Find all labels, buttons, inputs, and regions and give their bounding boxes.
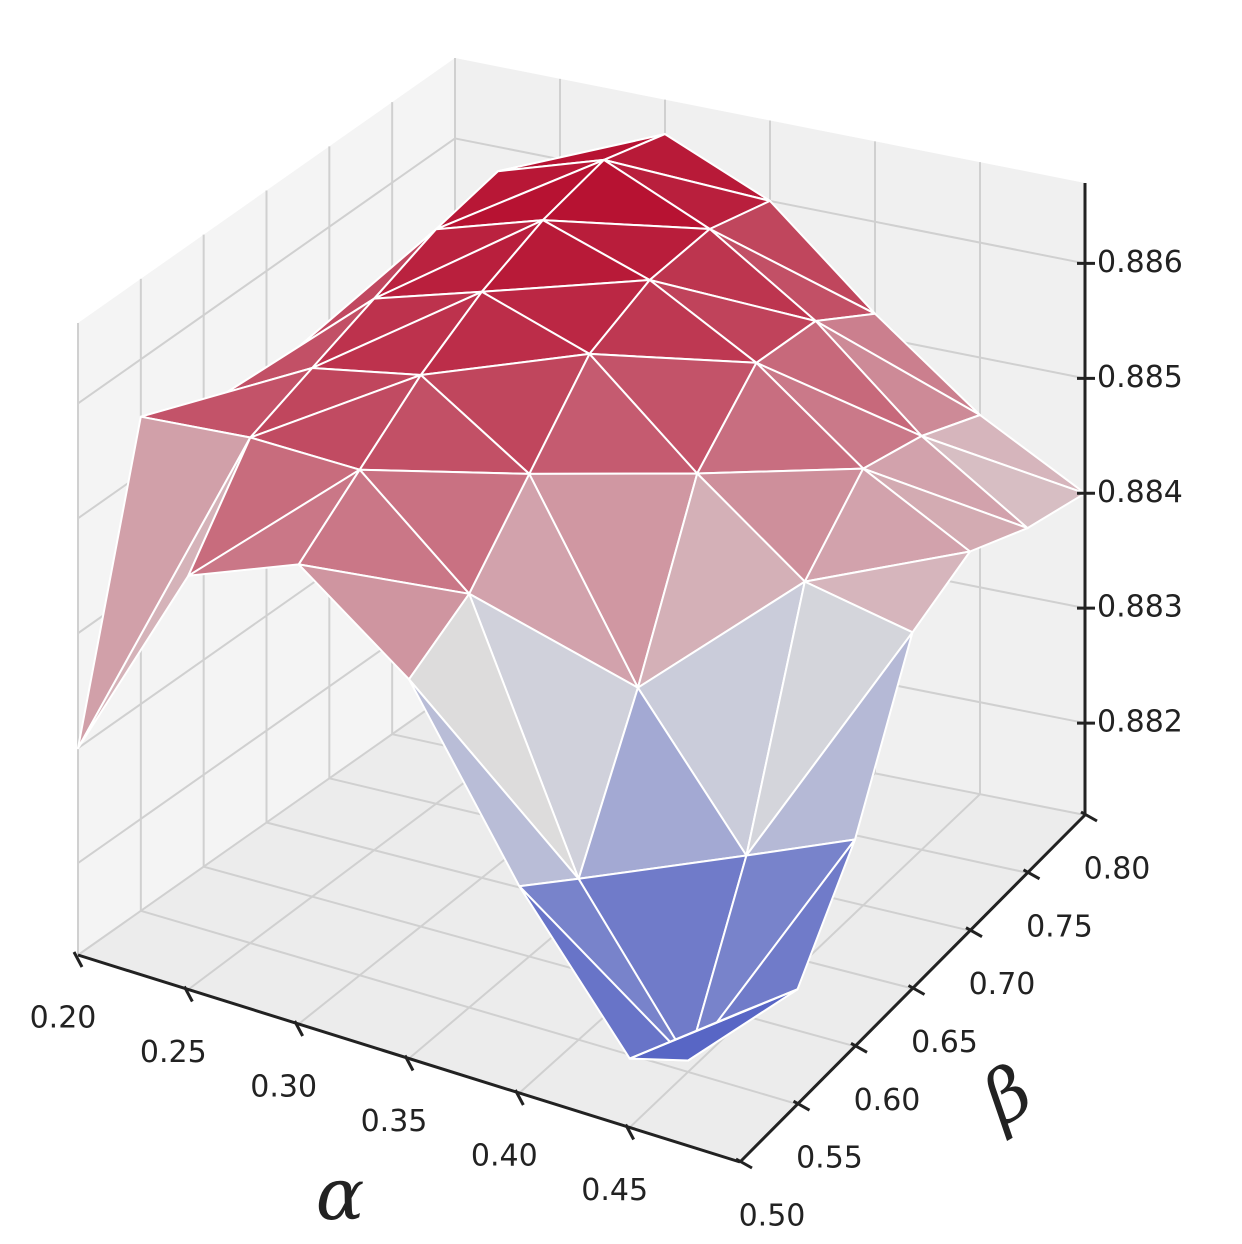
y-tick-label: 0.55 [796, 1141, 863, 1176]
y-tick-label: 0.60 [854, 1083, 921, 1118]
x-tick-label: 0.45 [581, 1173, 648, 1208]
axis-line [77, 953, 741, 1164]
tick-mark [965, 926, 983, 938]
x-tick-label: 0.40 [471, 1139, 538, 1174]
z-tick-label: 0.883 [1097, 590, 1183, 625]
tick-mark [1022, 868, 1041, 881]
y-tick-label: 0.50 [739, 1199, 806, 1234]
x-axis-label: α [316, 1152, 365, 1236]
surface [77, 133, 1086, 1062]
y-tick-label: 0.80 [1084, 852, 1151, 887]
y-axis-label: β [965, 1048, 1046, 1143]
tick-mark [792, 1099, 811, 1112]
z-tick-label: 0.886 [1097, 245, 1183, 280]
z-tick-label: 0.884 [1097, 475, 1183, 510]
tick-mark [293, 1020, 304, 1037]
tick-mark [403, 1054, 415, 1072]
tick-mark [72, 951, 84, 968]
tick-mark [735, 1157, 753, 1170]
x-tick-label: 0.35 [361, 1104, 428, 1139]
y-tick-label: 0.70 [969, 967, 1036, 1002]
z-tick-label: 0.885 [1097, 360, 1183, 395]
tick-mark [1080, 810, 1098, 823]
grid-line [77, 137, 456, 405]
grid-line [140, 909, 798, 1106]
tick-mark [624, 1123, 635, 1141]
tick-mark [850, 1042, 868, 1054]
tick-mark [907, 984, 926, 996]
x-tick-label: 0.30 [250, 1070, 317, 1105]
y-tick-label: 0.75 [1026, 909, 1093, 944]
y-tick-label: 0.65 [911, 1025, 978, 1060]
tick-mark [514, 1089, 525, 1106]
surface-facet [628, 988, 799, 1060]
x-tick-label: 0.25 [140, 1035, 207, 1070]
x-tick-label: 0.20 [30, 1001, 97, 1036]
tick-mark [183, 985, 194, 1003]
axes: 0.20 0.25 0.30 0.35 0.40 0.45 0.50 0.55 0.60 0.65… [30, 183, 1183, 1234]
z-tick-label: 0.882 [1097, 705, 1183, 740]
